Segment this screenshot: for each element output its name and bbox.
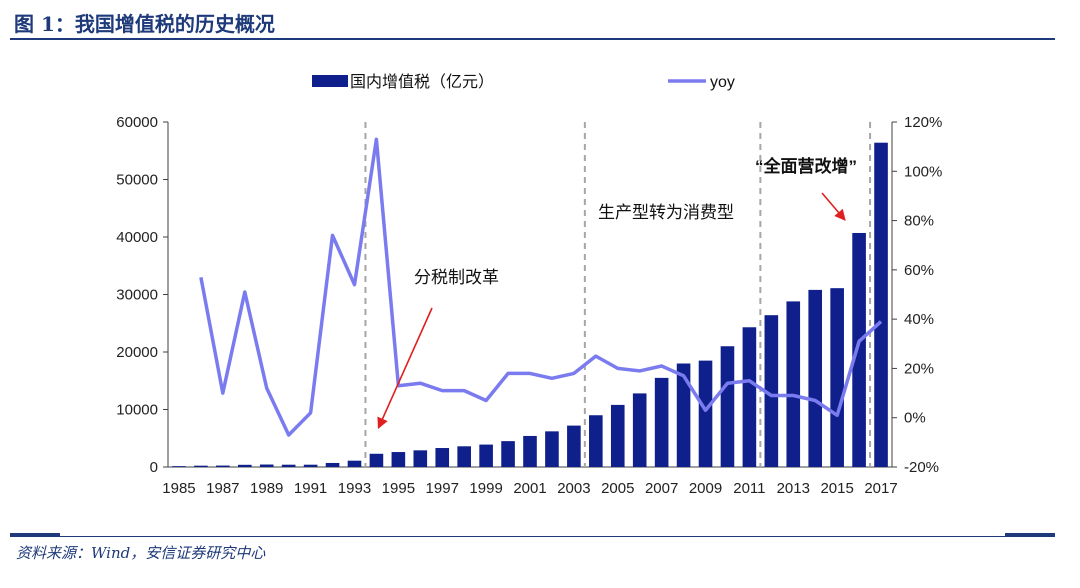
bar-2014 — [808, 289, 823, 467]
y-right-tick-label: 120% — [904, 114, 942, 131]
x-tick-label: 1991 — [294, 480, 327, 497]
y-left-tick-label: 40000 — [116, 229, 158, 246]
bar-2006 — [632, 393, 647, 467]
y-left-tick-label: 60000 — [116, 114, 158, 131]
bar-2011 — [742, 327, 757, 467]
bar-2000 — [501, 441, 515, 467]
bar-1994 — [369, 453, 384, 467]
annotation-arrow-vat-reform — [821, 192, 846, 221]
bar-1995 — [391, 452, 406, 467]
source-note: 资料来源：Wind，安信证券研究中心 — [16, 544, 266, 562]
bar-1998 — [457, 446, 471, 467]
y-right-tick-label: 80% — [904, 213, 934, 230]
x-tick-label: 2001 — [513, 480, 546, 497]
period-dividers — [364, 122, 872, 467]
legend-label-yoy: yoy — [710, 74, 735, 91]
x-tick-label: 1997 — [426, 480, 459, 497]
y-left-tick-label: 20000 — [116, 344, 158, 361]
y-right-tick-label: -20% — [904, 459, 939, 476]
figure-title: 图 1：我国增值税的历史概况 — [14, 12, 275, 36]
y-right-tick-label: 100% — [904, 163, 942, 180]
x-tick-label: 2011 — [733, 480, 765, 497]
bar-1993 — [347, 460, 362, 467]
bar-series — [172, 142, 888, 467]
x-tick-label: 2003 — [557, 480, 590, 497]
y-right-tick-label: 20% — [904, 360, 934, 377]
y-right-tick-label: 0% — [904, 410, 926, 427]
x-tick-label: 1985 — [162, 480, 195, 497]
bar-1991 — [303, 464, 318, 467]
x-tick-label: 1995 — [382, 480, 415, 497]
axes: 0 10000 20000 30000 40000 50000 60000 -20% 0% 20%… — [116, 114, 942, 497]
annotation-arrow-tax-reform — [377, 307, 433, 430]
bar-2001 — [523, 435, 537, 467]
bar-2005 — [610, 404, 625, 467]
x-tick-label: 2015 — [820, 480, 853, 497]
bar-2013 — [786, 301, 801, 467]
x-tick-label: 1989 — [250, 480, 283, 497]
annotations: 分税制改革 生产型转为消费型 “全面营改增” — [377, 156, 857, 430]
bar-2008 — [676, 363, 691, 467]
bar-1990 — [281, 464, 296, 467]
bar-2004 — [589, 415, 603, 467]
y-right-tick-label: 60% — [904, 262, 934, 279]
x-tick-label: 2017 — [864, 480, 897, 497]
bar-2007 — [654, 377, 669, 467]
legend-label-bars: 国内增值税（亿元） — [350, 73, 494, 91]
bar-2009 — [698, 360, 713, 467]
bar-2012 — [764, 315, 779, 467]
footer-accent-right — [1005, 533, 1055, 536]
bar-1992 — [325, 462, 340, 467]
legend-swatch-bars — [312, 75, 348, 87]
x-tick-label: 1999 — [469, 480, 502, 497]
bar-1986 — [194, 465, 208, 467]
line-series — [199, 137, 883, 437]
legend: 国内增值税（亿元） yoy — [312, 73, 735, 91]
annotation-vat-reform: “全面营改增” — [755, 156, 857, 176]
bar-1999 — [479, 444, 493, 467]
bar-1997 — [435, 448, 450, 467]
y-left-tick-label: 0 — [150, 459, 158, 476]
bar-2002 — [545, 431, 559, 467]
footer-divider — [10, 536, 1055, 537]
bar-2010 — [720, 346, 735, 467]
footer-accent-left — [10, 533, 60, 536]
x-tick-label: 2007 — [645, 480, 678, 497]
bar-1985 — [172, 466, 186, 467]
chart: 0 10000 20000 30000 40000 50000 60000 -20% 0% 20%… — [116, 73, 942, 497]
x-tick-label: 1993 — [338, 480, 371, 497]
title-divider — [10, 38, 1055, 40]
annotation-tax-reform: 分税制改革 — [414, 268, 499, 287]
bar-1987 — [216, 465, 230, 467]
bar-2016 — [852, 232, 866, 467]
bar-1989 — [259, 464, 274, 467]
bar-2017 — [874, 142, 888, 467]
x-tick-label: 2009 — [689, 480, 722, 497]
x-tick-label: 2005 — [601, 480, 634, 497]
y-left-tick-label: 50000 — [116, 172, 158, 189]
bar-1988 — [237, 464, 252, 467]
annotation-vat-type: 生产型转为消费型 — [598, 203, 734, 222]
y-right-tick-label: 40% — [904, 311, 934, 328]
bar-2003 — [567, 425, 581, 467]
yoy-line — [199, 137, 883, 437]
y-left-tick-label: 10000 — [116, 402, 158, 419]
bar-1996 — [413, 450, 428, 467]
bar-2015 — [830, 288, 844, 467]
y-left-tick-label: 30000 — [116, 287, 158, 304]
x-tick-label: 1987 — [206, 480, 239, 497]
x-tick-label: 2013 — [777, 480, 810, 497]
